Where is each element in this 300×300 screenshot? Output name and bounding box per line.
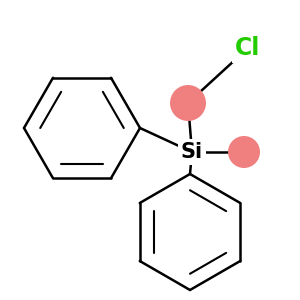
Circle shape — [170, 85, 206, 121]
Text: Cl: Cl — [235, 36, 261, 60]
Text: Si: Si — [181, 142, 203, 162]
Circle shape — [228, 136, 260, 168]
